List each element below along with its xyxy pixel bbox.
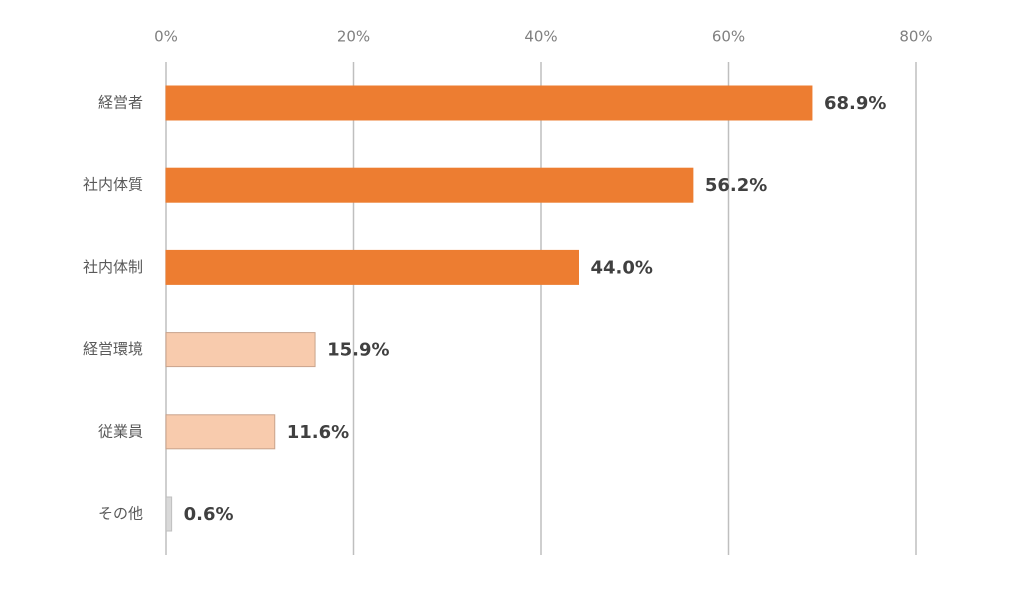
- x-tick-label: 80%: [899, 28, 932, 46]
- bar: [165, 332, 316, 368]
- category-label: 従業員: [98, 422, 143, 440]
- category-label: 社内体制: [83, 258, 143, 276]
- bar: [165, 496, 173, 532]
- value-label: 0.6%: [184, 504, 234, 525]
- bar: [165, 414, 276, 450]
- x-tick-label: 20%: [337, 28, 370, 46]
- value-label: 11.6%: [287, 422, 349, 443]
- bar: [165, 85, 813, 121]
- category-label: 社内体質: [83, 176, 143, 194]
- bars: [165, 85, 813, 532]
- x-tick-label: 40%: [524, 28, 557, 46]
- x-axis-tick-labels: 0% 20% 40% 60% 80%: [154, 28, 933, 46]
- category-label: 経営者: [98, 94, 143, 112]
- category-label: 経営環境: [83, 340, 143, 358]
- value-label: 44.0%: [591, 257, 653, 278]
- x-tick-label: 0%: [154, 28, 178, 46]
- value-labels: 68.9% 56.2% 44.0% 15.9% 11.6% 0.6%: [184, 93, 887, 525]
- value-label: 56.2%: [705, 175, 767, 196]
- value-label: 15.9%: [327, 340, 389, 361]
- x-tick-label: 60%: [712, 28, 745, 46]
- grid-lines: [165, 62, 917, 555]
- category-label: その他: [98, 505, 143, 523]
- bar: [165, 167, 694, 203]
- value-label: 68.9%: [824, 93, 886, 114]
- bar: [165, 249, 579, 285]
